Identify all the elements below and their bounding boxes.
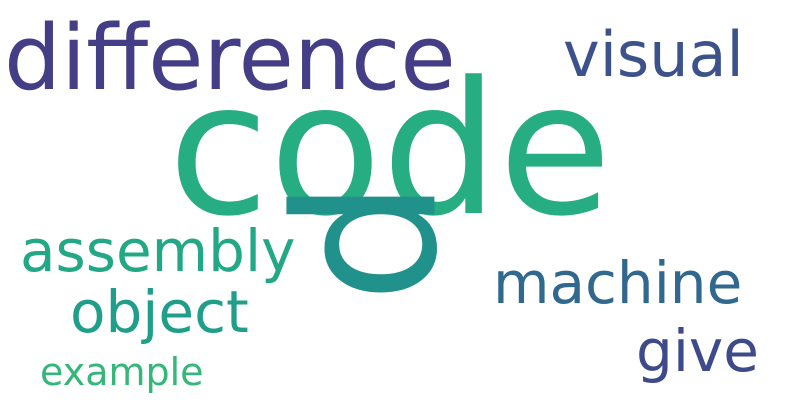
word-code: code [168, 43, 612, 257]
word-object: object [70, 278, 249, 346]
word-visual: visual [563, 18, 744, 91]
word-difference: difference [4, 6, 456, 111]
word-p: p [280, 178, 509, 304]
word-example: example [40, 350, 204, 394]
word-assembly: assembly [20, 217, 296, 285]
word-machine: machine [493, 249, 743, 317]
word-give: give [636, 317, 759, 385]
